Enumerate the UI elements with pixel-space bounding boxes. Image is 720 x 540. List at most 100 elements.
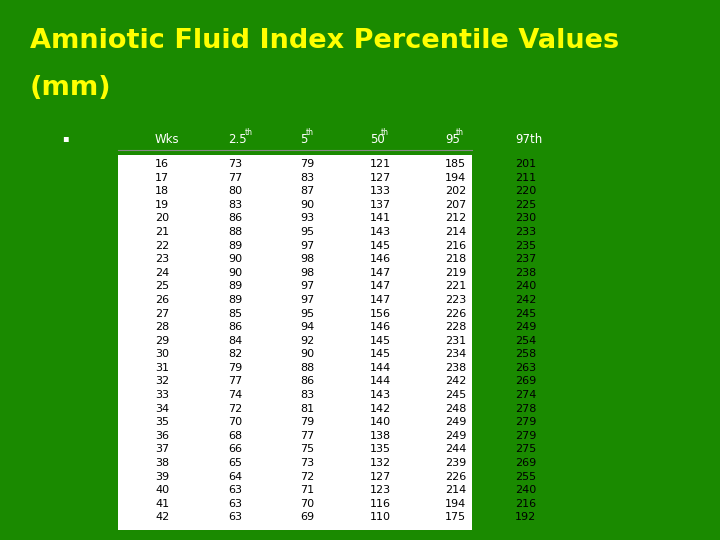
Text: 64: 64 [228,471,242,482]
Text: 90: 90 [300,200,314,210]
Text: 226: 226 [445,471,467,482]
Text: 95: 95 [445,133,460,146]
Text: (mm): (mm) [30,75,112,101]
Text: 79: 79 [300,417,314,427]
Text: Amniotic Fluid Index Percentile Values: Amniotic Fluid Index Percentile Values [30,28,619,54]
Text: 141: 141 [370,213,391,224]
Text: 140: 140 [370,417,391,427]
Text: 263: 263 [515,363,536,373]
Text: 41: 41 [155,499,169,509]
Text: 37: 37 [155,444,169,455]
Text: 29: 29 [155,336,169,346]
Text: 2.5: 2.5 [228,133,247,146]
Text: 79: 79 [228,363,242,373]
Text: 225: 225 [515,200,536,210]
Text: 279: 279 [515,431,536,441]
Text: 20: 20 [155,213,169,224]
Text: 72: 72 [300,471,314,482]
Text: 17: 17 [155,173,169,183]
Text: 42: 42 [155,512,169,522]
Text: 244: 244 [445,444,467,455]
Text: 238: 238 [515,268,536,278]
Text: 74: 74 [228,390,242,400]
Text: 77: 77 [228,376,242,387]
Text: 245: 245 [445,390,467,400]
Text: 83: 83 [300,173,314,183]
Text: 72: 72 [228,404,242,414]
Text: 92: 92 [300,336,314,346]
Text: 35: 35 [155,417,169,427]
Text: 223: 223 [445,295,467,305]
Text: 194: 194 [445,499,467,509]
Text: 145: 145 [370,240,391,251]
Text: 242: 242 [445,376,467,387]
Text: 207: 207 [445,200,467,210]
Text: th: th [305,128,313,137]
Text: 88: 88 [300,363,314,373]
Text: 143: 143 [370,227,391,237]
Text: 31: 31 [155,363,169,373]
Text: 248: 248 [445,404,467,414]
Text: 27: 27 [155,308,169,319]
Text: 87: 87 [300,186,314,196]
Text: ▪: ▪ [62,133,68,143]
Text: 245: 245 [515,308,536,319]
Text: 69: 69 [300,512,314,522]
Text: 192: 192 [515,512,536,522]
Text: 249: 249 [515,322,536,332]
Text: 147: 147 [370,281,391,292]
Text: 135: 135 [370,444,391,455]
Text: 216: 216 [515,499,536,509]
Text: 85: 85 [228,308,242,319]
Text: 70: 70 [300,499,314,509]
Text: 36: 36 [155,431,169,441]
Text: 77: 77 [300,431,314,441]
Text: 81: 81 [300,404,314,414]
Text: 83: 83 [228,200,242,210]
Text: 235: 235 [515,240,536,251]
Text: 220: 220 [515,186,536,196]
Text: 70: 70 [228,417,242,427]
Text: 89: 89 [228,295,242,305]
Text: 219: 219 [445,268,467,278]
Text: 233: 233 [515,227,536,237]
Text: 231: 231 [445,336,466,346]
Text: th: th [245,128,253,137]
Text: 127: 127 [370,471,391,482]
Text: 88: 88 [228,227,242,237]
Text: 145: 145 [370,349,391,359]
Text: 278: 278 [515,404,536,414]
Text: 121: 121 [370,159,391,169]
Text: 201: 201 [515,159,536,169]
Text: 226: 226 [445,308,467,319]
Text: 22: 22 [155,240,169,251]
Text: 185: 185 [445,159,466,169]
Text: 144: 144 [370,376,391,387]
Text: 66: 66 [228,444,242,455]
Text: th: th [381,128,389,137]
Text: 279: 279 [515,417,536,427]
Text: 89: 89 [228,281,242,292]
Text: 97: 97 [300,295,314,305]
Text: 249: 249 [445,431,467,441]
Text: 5: 5 [300,133,307,146]
Text: 238: 238 [445,363,467,373]
Text: 90: 90 [300,349,314,359]
Text: 83: 83 [300,390,314,400]
Text: 24: 24 [155,268,169,278]
Text: 79: 79 [300,159,314,169]
Text: 202: 202 [445,186,467,196]
Text: 93: 93 [300,213,314,224]
Text: 23: 23 [155,254,169,264]
Text: 34: 34 [155,404,169,414]
Text: 143: 143 [370,390,391,400]
Text: 221: 221 [445,281,467,292]
Text: 211: 211 [515,173,536,183]
Text: 97: 97 [300,240,314,251]
Text: 86: 86 [228,213,242,224]
Text: 71: 71 [300,485,314,495]
Text: 40: 40 [155,485,169,495]
Text: 77: 77 [228,173,242,183]
Text: 133: 133 [370,186,391,196]
Text: 16: 16 [155,159,169,169]
